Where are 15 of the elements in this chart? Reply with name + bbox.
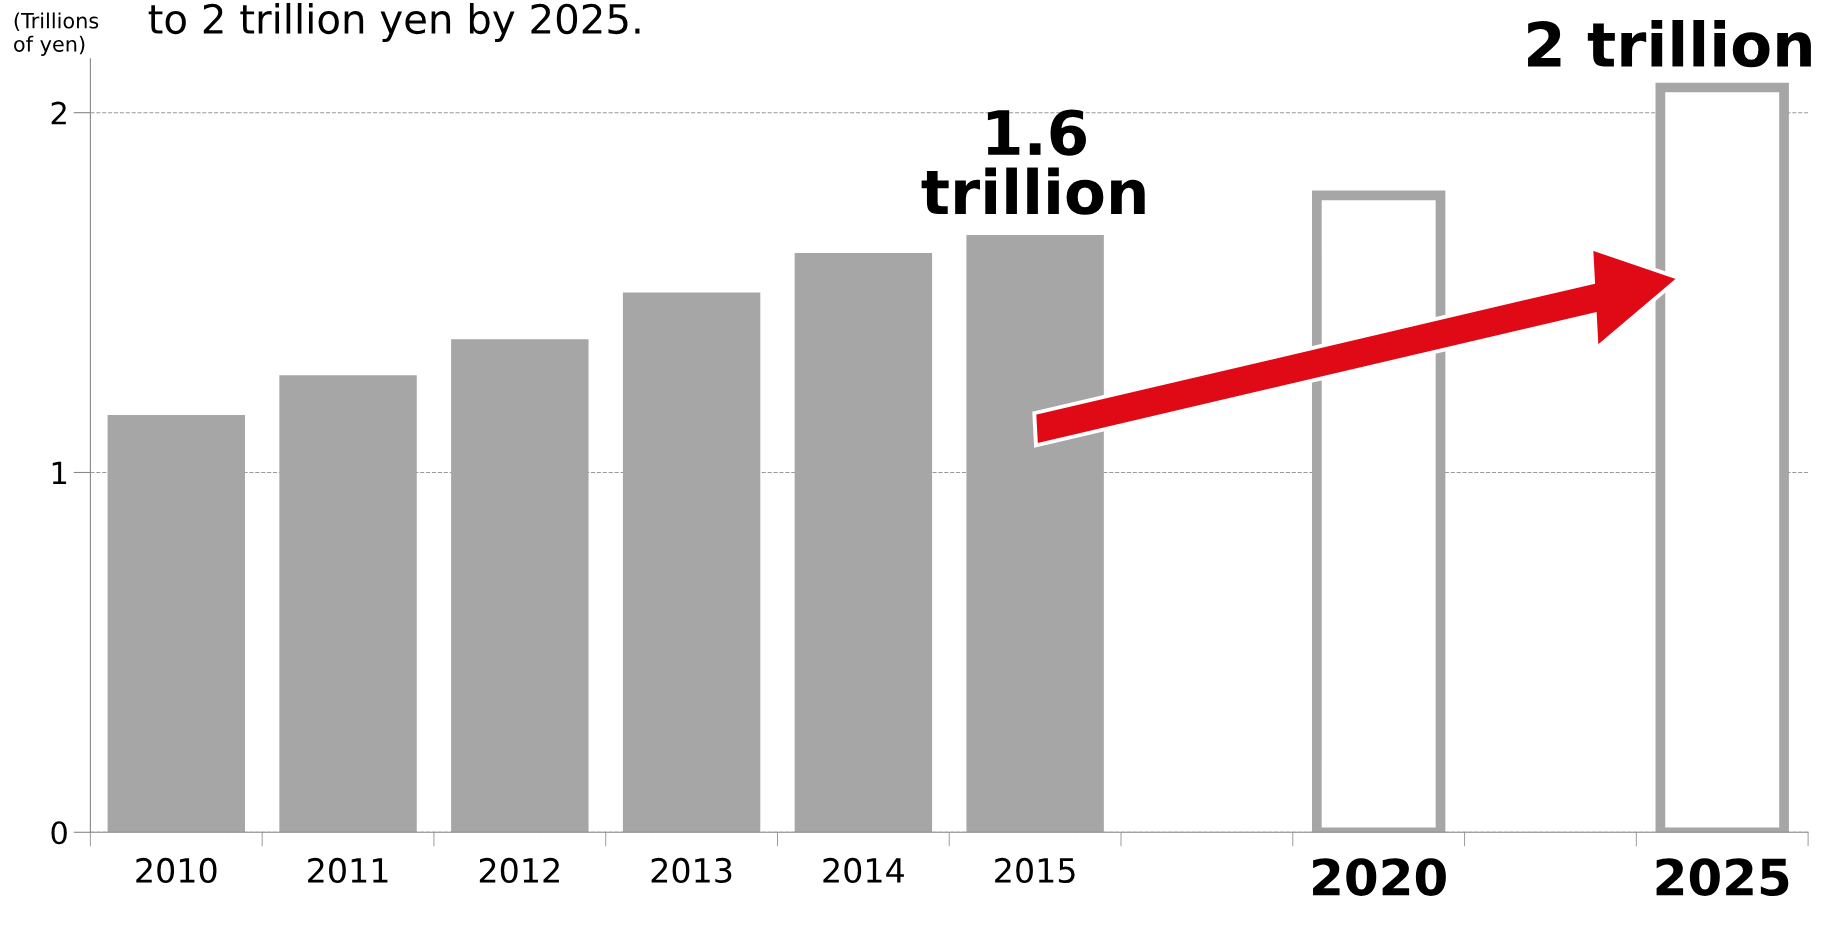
x-tick-label: 2010 [136, 857, 217, 884]
chart-title: to 2 trillion yen by 2025. [148, 2, 640, 42]
x-tick-label: 2020 [1313, 858, 1446, 896]
annotation: 1.6 trillion [921, 109, 1145, 215]
x-tick-label: 2012 [479, 857, 559, 884]
y-tick-label: 1 [52, 461, 67, 485]
x-tick-label: 2013 [651, 857, 732, 884]
x-tick-label: 2025 [1656, 858, 1789, 896]
y-tick-label: 2 [51, 101, 66, 125]
x-tick-label: 2014 [823, 857, 904, 884]
annotation: 2 trillion [1528, 20, 1811, 68]
y-axis-title: (Trillions of yen) [14, 12, 99, 56]
x-tick-label: 2011 [308, 857, 388, 884]
x-tick-label: 2015 [995, 857, 1075, 884]
y-tick-label: 0 [51, 821, 67, 845]
